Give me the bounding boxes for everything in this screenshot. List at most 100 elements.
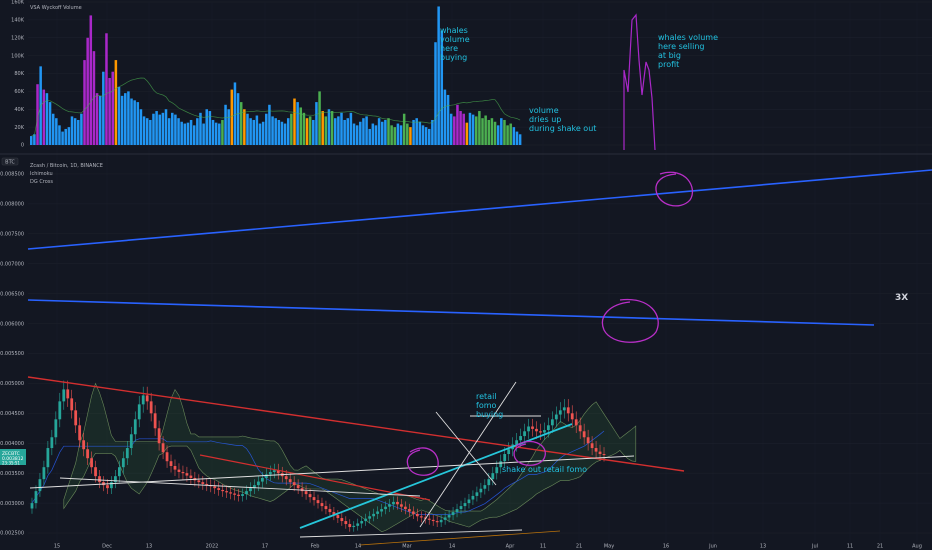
- candle-body: [177, 469, 181, 472]
- volume-bar: [236, 93, 240, 145]
- volume-bar: [192, 125, 196, 145]
- hand-drawn-circle-left: [406, 447, 439, 476]
- volume-bar: [58, 125, 61, 145]
- candle-body: [165, 452, 169, 462]
- volume-bar: [51, 113, 55, 145]
- trendline-white-steep[interactable]: [419, 381, 517, 528]
- trendline-white-mid[interactable]: [59, 477, 421, 497]
- annotation-line: volume: [440, 35, 470, 44]
- trendline-white-cross[interactable]: [435, 411, 497, 486]
- candle-body: [121, 458, 125, 468]
- volume-bar: [500, 118, 503, 145]
- volume-bar: [387, 118, 390, 145]
- x-tick-label: 15: [54, 544, 60, 550]
- volume-bar: [478, 111, 481, 145]
- candle-body: [229, 492, 232, 494]
- candle-body: [427, 518, 431, 520]
- volume-bar: [167, 118, 171, 145]
- x-tick-label: 13: [146, 544, 152, 550]
- hand-drawn-volume-spike: [623, 13, 656, 151]
- volume-bar: [33, 134, 36, 145]
- candle-body: [384, 506, 387, 510]
- volume-y-tick: 40K: [14, 107, 24, 113]
- candle-body: [304, 491, 308, 495]
- price-y-tick: 0.003000: [0, 501, 24, 507]
- candle-body: [308, 494, 312, 498]
- volume-bar: [352, 123, 356, 145]
- volume-bar: [293, 98, 296, 145]
- candle-body: [459, 506, 463, 510]
- volume-bar: [152, 113, 155, 145]
- candle-body: [495, 467, 499, 474]
- candle-body: [94, 467, 97, 477]
- candle-body: [483, 485, 487, 489]
- volume-bar: [431, 119, 434, 145]
- volume-bar: [171, 112, 174, 145]
- volume-bar: [449, 113, 453, 145]
- volume-y-tick: 100K: [11, 53, 25, 59]
- volume-bar: [359, 121, 362, 145]
- volume-bar: [271, 116, 274, 145]
- volume-bar: [305, 118, 309, 145]
- price-y-tick: 0.002500: [0, 531, 24, 537]
- candle-body: [582, 431, 586, 438]
- volume-bar: [117, 86, 121, 145]
- volume-bar: [196, 118, 199, 145]
- volume-bar: [48, 102, 52, 145]
- candle-body: [491, 473, 495, 480]
- x-tick-label: 16: [663, 544, 669, 550]
- volume-bar: [402, 113, 406, 145]
- volume-bar: [145, 118, 149, 145]
- volume-bar: [327, 109, 331, 145]
- volume-bar: [487, 119, 491, 145]
- volume-bar: [506, 125, 509, 145]
- candle-body: [594, 448, 598, 452]
- candle-body: [268, 471, 272, 475]
- volume-bar: [355, 125, 359, 145]
- volume-bar: [30, 136, 33, 145]
- candle-body: [86, 449, 89, 459]
- volume-bar: [503, 119, 506, 145]
- volume-bar: [286, 118, 290, 145]
- x-tick-label: 21: [576, 544, 582, 550]
- volume-bar: [214, 122, 218, 145]
- trendline-red-descending[interactable]: [27, 376, 685, 472]
- volume-bar: [421, 125, 425, 145]
- candle-body: [217, 488, 221, 490]
- candle-body: [543, 430, 546, 433]
- candle-body: [372, 513, 375, 517]
- volume-bar: [299, 107, 303, 145]
- volume-bar: [139, 109, 143, 145]
- volume-bar: [89, 15, 93, 145]
- candle-body: [153, 413, 157, 429]
- x-tick-label: 21: [877, 544, 883, 550]
- volume-y-tick: 160K: [11, 0, 25, 6]
- volume-bar: [437, 6, 440, 145]
- price-y-tick: 0.005500: [0, 351, 24, 357]
- symbol-line[interactable]: Zcash / Bitcoin, 1D, BINANCE: [30, 163, 103, 169]
- trendline-upper-blue[interactable]: [27, 169, 932, 250]
- price-y-tick: 0.003500: [0, 471, 24, 477]
- trendline-white-bottom[interactable]: [299, 529, 523, 538]
- volume-bar: [368, 128, 371, 145]
- candle-body: [467, 499, 471, 504]
- volume-bar: [70, 116, 74, 145]
- volume-bar: [415, 118, 418, 145]
- candle-body: [396, 501, 399, 505]
- indicator-ichimoku[interactable]: Ichimoku: [30, 171, 53, 177]
- trendline-lower-blue[interactable]: [27, 299, 875, 326]
- volume-bar: [453, 116, 456, 145]
- candle-body: [364, 518, 368, 522]
- volume-bar: [406, 123, 409, 145]
- candle-body: [527, 426, 530, 432]
- candle-body: [189, 475, 193, 478]
- candle-body: [368, 516, 372, 519]
- volume-bar: [374, 125, 378, 145]
- trendline-orange-bottom[interactable]: [359, 530, 561, 546]
- indicator-dg-cross[interactable]: DG Cross: [30, 179, 53, 185]
- candle-body: [380, 509, 383, 512]
- trendline-white-horizontal[interactable]: [29, 455, 635, 489]
- x-tick-label: Apr: [506, 544, 516, 550]
- volume-bar: [509, 123, 512, 145]
